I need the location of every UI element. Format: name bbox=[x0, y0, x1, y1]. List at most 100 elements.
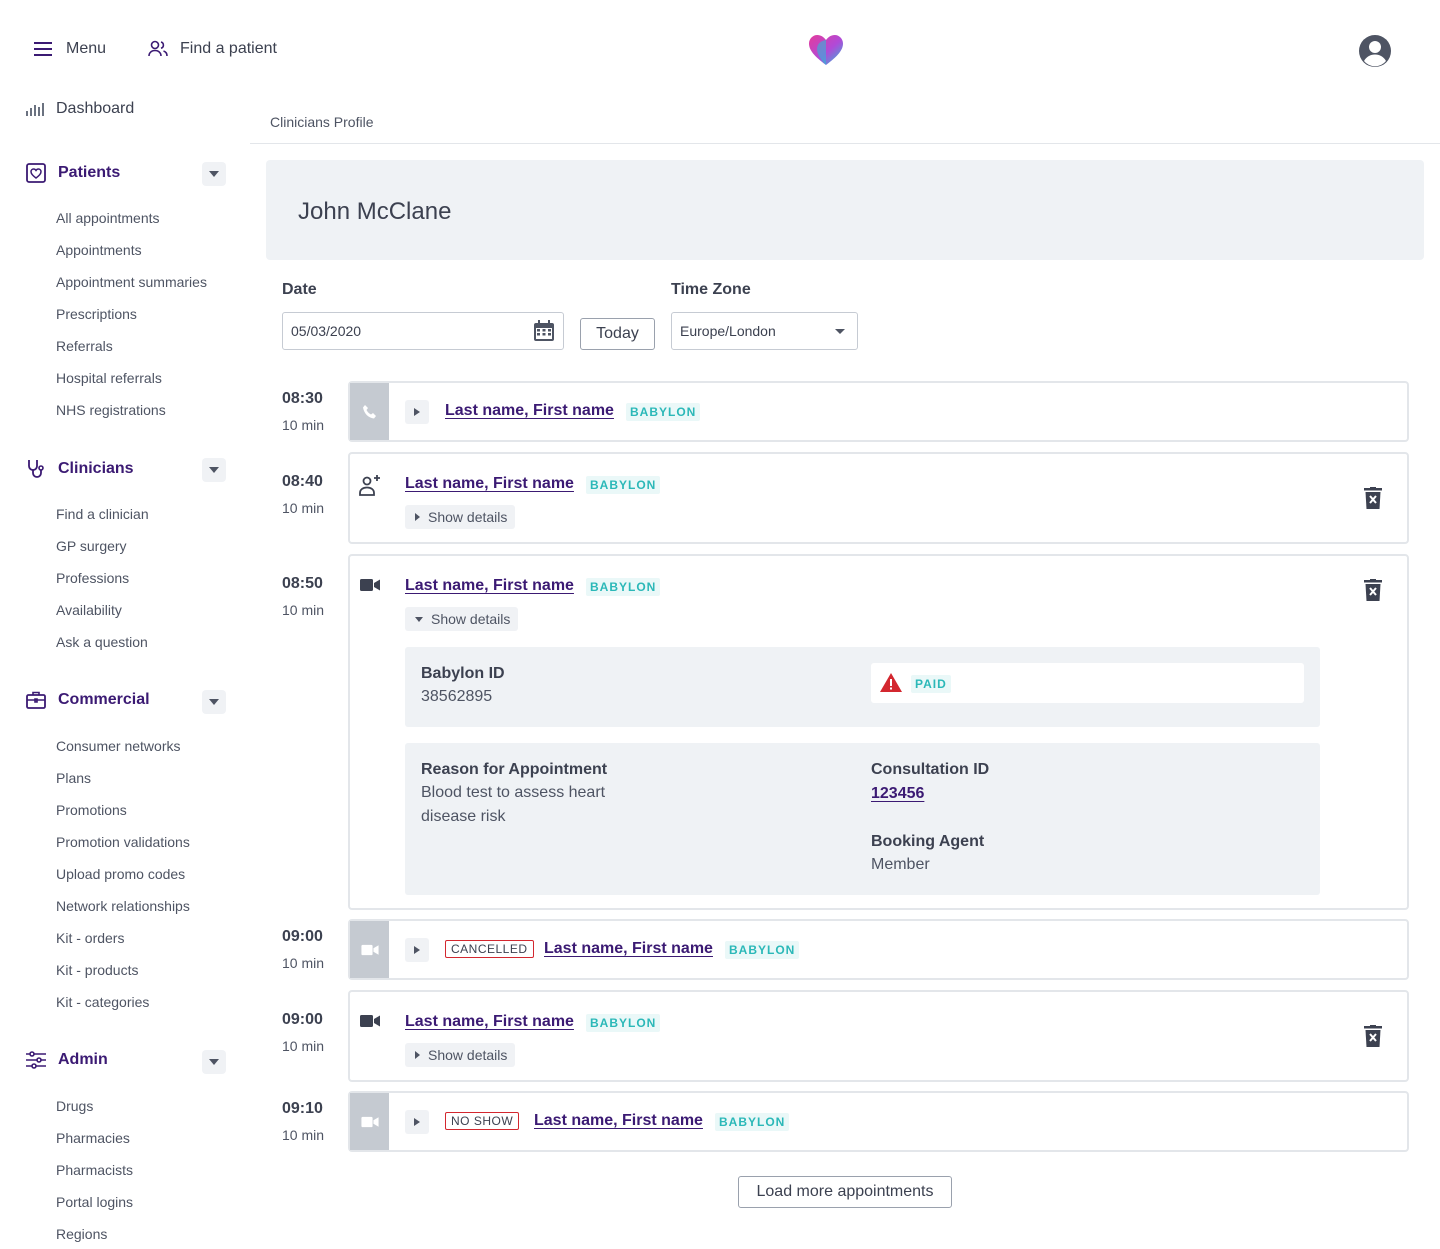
caret-right-icon bbox=[414, 946, 420, 954]
appointment-time: 09:00 bbox=[282, 1011, 323, 1028]
show-details-label: Show details bbox=[428, 509, 508, 525]
show-details-toggle[interactable]: Show details bbox=[405, 1043, 516, 1067]
delete-icon[interactable] bbox=[1364, 1025, 1382, 1047]
sidebar-item-pharmacies[interactable]: Pharmacies bbox=[56, 1130, 130, 1146]
chevron-down-icon[interactable] bbox=[202, 162, 226, 186]
hamburger-icon bbox=[34, 42, 52, 56]
delete-icon[interactable] bbox=[1364, 579, 1382, 601]
chevron-down-icon[interactable] bbox=[202, 458, 226, 482]
sidebar-item-kit-products[interactable]: Kit - products bbox=[56, 962, 139, 978]
sidebar-item-plans[interactable]: Plans bbox=[56, 770, 92, 786]
network-tag: BABYLON bbox=[626, 403, 701, 421]
date-field[interactable]: 05/03/2020 bbox=[282, 312, 564, 350]
commercial-section-title: Commercial bbox=[58, 691, 150, 708]
appointment-details-panel: Reason for Appointment Blood test to ass… bbox=[405, 743, 1320, 895]
appointment-duration: 10 min bbox=[282, 602, 325, 618]
appointment-time: 09:00 bbox=[282, 928, 323, 945]
sidebar-item-referrals[interactable]: Referrals bbox=[56, 338, 113, 354]
bar-chart-icon bbox=[26, 103, 44, 116]
caret-down-icon bbox=[415, 616, 423, 622]
appointment-duration: 10 min bbox=[282, 1038, 325, 1054]
timezone-select[interactable]: Europe/London bbox=[671, 312, 858, 350]
video-camera-icon bbox=[360, 1015, 380, 1027]
patient-name-link[interactable]: Last name, First name bbox=[405, 1013, 574, 1030]
appointment-time: 08:50 bbox=[282, 575, 323, 592]
briefcase-icon bbox=[26, 691, 46, 709]
stethoscope-icon bbox=[28, 460, 44, 478]
chevron-down-icon[interactable] bbox=[202, 1050, 226, 1074]
appointment-duration: 10 min bbox=[282, 417, 325, 433]
sidebar-item-promotion-validations[interactable]: Promotion validations bbox=[56, 834, 190, 850]
consultation-id-link[interactable]: 123456 bbox=[871, 785, 925, 802]
babylon-id-value: 38562895 bbox=[421, 688, 493, 705]
chevron-down-icon[interactable] bbox=[202, 690, 226, 714]
sidebar-item-kit-categories[interactable]: Kit - categories bbox=[56, 994, 150, 1010]
expand-toggle[interactable] bbox=[405, 938, 429, 962]
heart-box-icon bbox=[26, 163, 46, 183]
show-details-toggle[interactable]: Show details bbox=[405, 607, 519, 631]
sidebar-section-commercial[interactable]: Commercial bbox=[26, 690, 226, 714]
patient-name-link[interactable]: Last name, First name bbox=[405, 577, 574, 594]
caret-right-icon bbox=[414, 408, 420, 416]
sidebar-item-dashboard[interactable]: Dashboard bbox=[26, 100, 134, 118]
sliders-icon bbox=[26, 1051, 46, 1069]
patient-name-link[interactable]: Last name, First name bbox=[445, 402, 614, 419]
sidebar-item-appointments[interactable]: Appointments bbox=[56, 242, 142, 258]
sidebar-item-portal-logins[interactable]: Portal logins bbox=[56, 1194, 134, 1210]
network-tag: BABYLON bbox=[586, 578, 661, 596]
show-details-toggle[interactable]: Show details bbox=[405, 505, 516, 529]
sidebar-item-upload-promo-codes[interactable]: Upload promo codes bbox=[56, 866, 186, 882]
patients-section-title: Patients bbox=[58, 164, 121, 181]
chevron-down-icon bbox=[835, 329, 845, 334]
show-details-label: Show details bbox=[431, 611, 511, 627]
sidebar-item-all-appointments[interactable]: All appointments bbox=[56, 210, 160, 226]
find-patient-button[interactable]: Find a patient bbox=[148, 40, 277, 58]
sidebar-item-professions[interactable]: Professions bbox=[56, 570, 130, 586]
load-more-button[interactable]: Load more appointments bbox=[738, 1176, 952, 1208]
heart-logo[interactable] bbox=[808, 34, 844, 66]
calendar-icon[interactable] bbox=[533, 320, 555, 342]
appointment-type-bar bbox=[350, 1093, 389, 1150]
sidebar-item-pharmacists[interactable]: Pharmacists bbox=[56, 1162, 134, 1178]
appointment-duration: 10 min bbox=[282, 955, 325, 971]
user-avatar-icon[interactable] bbox=[1358, 34, 1392, 68]
sidebar-item-network-relationships[interactable]: Network relationships bbox=[56, 898, 190, 914]
caret-right-icon bbox=[414, 1118, 420, 1126]
delete-icon[interactable] bbox=[1364, 487, 1382, 509]
sidebar-item-appointment-summaries[interactable]: Appointment summaries bbox=[56, 274, 207, 290]
sidebar-item-kit-orders[interactable]: Kit - orders bbox=[56, 930, 125, 946]
expand-toggle[interactable] bbox=[405, 400, 429, 424]
sidebar-section-patients[interactable]: Patients bbox=[26, 162, 226, 186]
video-camera-icon bbox=[360, 579, 380, 591]
sidebar-item-prescriptions[interactable]: Prescriptions bbox=[56, 306, 137, 322]
sidebar-item-availability[interactable]: Availability bbox=[56, 602, 122, 618]
sidebar-item-ask-a-question[interactable]: Ask a question bbox=[56, 634, 148, 650]
sidebar-item-consumer-networks[interactable]: Consumer networks bbox=[56, 738, 181, 754]
appointment-duration: 10 min bbox=[282, 500, 325, 516]
date-label: Date bbox=[282, 281, 317, 298]
expand-toggle[interactable] bbox=[405, 1110, 429, 1134]
profile-header: John McClane bbox=[266, 160, 1424, 260]
patient-name-link[interactable]: Last name, First name bbox=[405, 475, 574, 492]
timezone-value: Europe/London bbox=[680, 323, 776, 339]
patient-name-link[interactable]: Last name, First name bbox=[544, 940, 713, 957]
sidebar-item-drugs[interactable]: Drugs bbox=[56, 1098, 94, 1114]
sidebar-item-promotions[interactable]: Promotions bbox=[56, 802, 127, 818]
sidebar-item-hospital-referrals[interactable]: Hospital referrals bbox=[56, 370, 162, 386]
sidebar-item-gp-surgery[interactable]: GP surgery bbox=[56, 538, 127, 554]
sidebar-section-clinicians[interactable]: Clinicians bbox=[26, 458, 226, 482]
breadcrumb-divider bbox=[250, 143, 1440, 144]
patient-id-panel: Babylon ID 38562895 PAID bbox=[405, 647, 1320, 727]
network-tag: BABYLON bbox=[715, 1113, 790, 1131]
today-button[interactable]: Today bbox=[580, 318, 655, 350]
sidebar-item-find-a-clinician[interactable]: Find a clinician bbox=[56, 506, 149, 522]
caret-right-icon bbox=[415, 1051, 420, 1059]
appointment-card: Last name, First name BABYLON Show detai… bbox=[348, 990, 1409, 1082]
sidebar-item-regions[interactable]: Regions bbox=[56, 1226, 108, 1242]
consultation-id-label: Consultation ID bbox=[871, 761, 990, 778]
menu-button[interactable]: Menu bbox=[34, 40, 106, 58]
patient-name-link[interactable]: Last name, First name bbox=[534, 1112, 703, 1129]
sidebar-item-nhs-registrations[interactable]: NHS registrations bbox=[56, 402, 166, 418]
appointment-type-bar bbox=[350, 921, 389, 978]
sidebar-section-admin[interactable]: Admin bbox=[26, 1050, 226, 1074]
